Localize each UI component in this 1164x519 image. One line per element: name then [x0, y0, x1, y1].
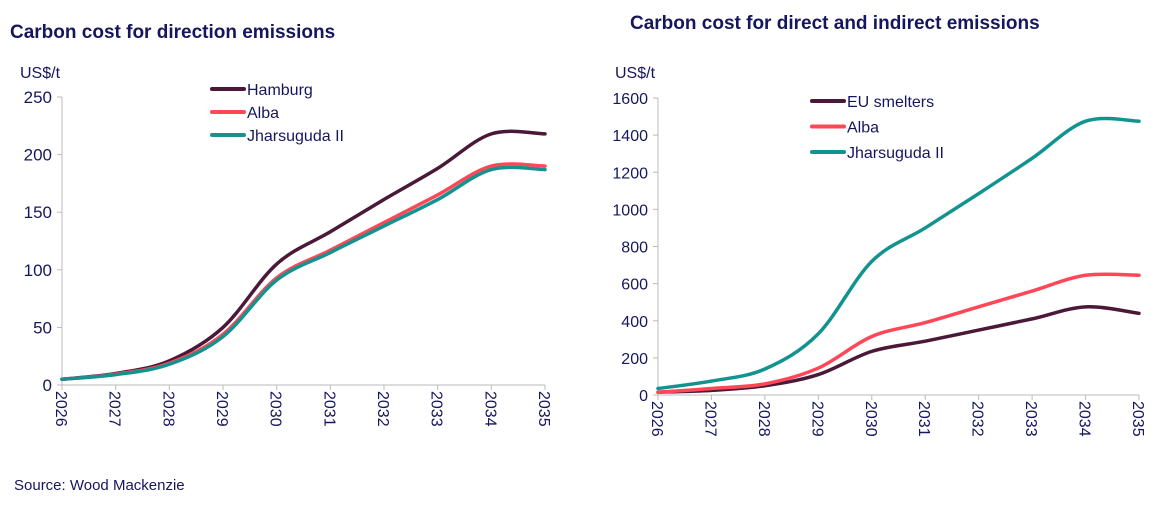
chart-1-x-tick-label: 2032 — [374, 391, 391, 427]
chart-2-x-tick-label: 2035 — [1129, 401, 1146, 437]
chart-2-legend-label: Alba — [847, 120, 879, 137]
chart-2-x-tick-label: 2033 — [1022, 401, 1039, 437]
chart-1-legend-label: Alba — [247, 105, 279, 122]
chart-2-title: Carbon cost for direct and indirect emis… — [630, 13, 1040, 34]
source-note: Source: Wood Mackenzie — [14, 477, 185, 494]
chart-1-x-tick-label: 2033 — [428, 391, 445, 427]
chart-2-x-tick-label: 2029 — [808, 401, 825, 437]
chart-1-x-tick-label: 2027 — [106, 391, 123, 427]
chart-1-x-tick-label: 2030 — [267, 391, 284, 427]
chart-1-y-tick-label: 200 — [24, 146, 52, 165]
chart-2-x-tick-label: 2028 — [755, 401, 772, 437]
chart-2-series-line-alba — [656, 272, 1141, 394]
chart-1-y-tick-label: 150 — [24, 203, 52, 222]
chart-1-y-tick-label: 250 — [24, 88, 52, 107]
chart-1-series-line-alba — [60, 162, 547, 381]
chart-1-x-tick-label: 2029 — [213, 391, 230, 427]
chart-2-y-tick-label: 400 — [621, 314, 648, 331]
chart-1-x-tick-label: 2035 — [535, 391, 552, 427]
chart-1-legend-label: Jharsuguda II — [247, 128, 344, 145]
chart-1-x-tick-label: 2031 — [320, 391, 337, 427]
chart-1-x-tick-label: 2028 — [159, 391, 176, 427]
chart-2-y-tick-label: 1600 — [612, 91, 648, 108]
chart-1-legend-label: Hamburg — [247, 82, 313, 99]
chart-1-series-line-jharsuguda-ii — [60, 165, 547, 381]
chart-2-y-tick-label: 0 — [639, 388, 648, 405]
chart-2-y-tick-label: 600 — [621, 277, 648, 294]
chart-2-y-tick-label: 200 — [621, 351, 648, 368]
chart-2-legend-label: Jharsuguda II — [847, 145, 944, 162]
chart-2-y-tick-label: 800 — [621, 240, 648, 257]
chart-2-y-tick-label: 1000 — [612, 202, 648, 219]
chart-1-y-tick-label: 0 — [43, 376, 52, 395]
chart-2-y-tick-label: 1200 — [612, 165, 648, 182]
chart-1-y-tick-label: 100 — [24, 261, 52, 280]
chart-1-y-tick-label: 50 — [33, 318, 52, 337]
chart-2-x-tick-label: 2030 — [862, 401, 879, 437]
chart-2-series-line-jharsuguda-ii — [656, 116, 1141, 391]
chart-1-x-tick-label: 2034 — [481, 391, 498, 427]
chart-1-title: Carbon cost for direction emissions — [10, 22, 336, 43]
chart-2-x-tick-label: 2034 — [1076, 401, 1093, 437]
chart-2-y-tick-label: 1400 — [612, 128, 648, 145]
chart-2-legend-label: EU smelters — [847, 94, 934, 111]
chart-2-y-unit-label: US$/t — [615, 65, 656, 82]
chart-1-x-tick-label: 2026 — [52, 391, 69, 427]
chart-2-x-tick-label: 2027 — [701, 401, 718, 437]
chart-1-series-line-hamburg — [60, 129, 547, 381]
chart-2-x-tick-label: 2032 — [969, 401, 986, 437]
chart-2-x-tick-label: 2026 — [648, 401, 665, 437]
chart-2-x-tick-label: 2031 — [915, 401, 932, 437]
chart-1-y-unit-label: US$/t — [20, 65, 61, 82]
